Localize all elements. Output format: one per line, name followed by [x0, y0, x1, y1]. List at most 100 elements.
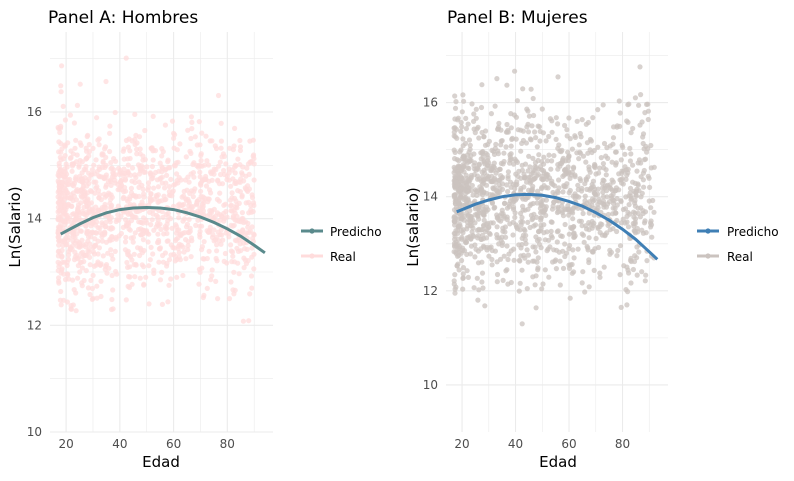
real-point: [618, 220, 624, 226]
real-point: [603, 172, 609, 178]
real-point: [77, 269, 83, 275]
real-point: [71, 120, 77, 126]
real-point: [68, 148, 74, 154]
real-point: [511, 257, 517, 263]
real-point: [137, 275, 143, 281]
real-point: [531, 176, 537, 182]
real-point: [118, 182, 125, 188]
real-point: [121, 156, 127, 162]
real-point: [631, 214, 637, 220]
real-point: [557, 258, 563, 264]
real-point: [75, 263, 81, 269]
real-point: [61, 218, 67, 224]
real-point: [247, 291, 253, 297]
real-point: [209, 273, 215, 279]
real-point: [93, 157, 99, 163]
real-point: [154, 239, 161, 246]
real-point: [536, 152, 542, 158]
real-point: [495, 148, 501, 154]
real-point: [182, 230, 188, 236]
real-point: [632, 95, 639, 101]
real-point: [519, 140, 525, 146]
x-tick-label: 40: [508, 437, 523, 451]
real-point: [461, 214, 467, 220]
real-point: [492, 177, 498, 183]
real-point: [518, 253, 524, 259]
real-point: [232, 164, 238, 170]
panel-b: Panel B: Mujeres 20 40 60 80 10 12 14 16 Edad L…: [404, 8, 779, 471]
real-point: [558, 233, 564, 239]
real-point: [631, 209, 637, 215]
real-point: [557, 160, 564, 166]
real-point: [519, 321, 525, 327]
real-point: [163, 196, 169, 202]
real-point: [116, 165, 122, 171]
real-point: [478, 246, 484, 252]
real-point: [58, 189, 64, 195]
real-point: [80, 179, 86, 185]
real-point: [100, 253, 106, 259]
real-point: [113, 158, 119, 164]
real-point: [463, 239, 469, 245]
real-point: [196, 119, 202, 125]
real-point: [490, 185, 496, 191]
real-point: [240, 227, 246, 233]
real-point: [220, 151, 226, 157]
real-point: [91, 179, 97, 185]
real-point: [108, 205, 114, 212]
real-point: [583, 177, 590, 183]
real-point: [611, 124, 617, 130]
real-point: [500, 277, 506, 283]
real-point: [124, 259, 130, 266]
real-point: [62, 196, 68, 202]
real-point: [108, 182, 114, 188]
real-point: [609, 159, 615, 165]
real-point: [539, 106, 545, 112]
real-point: [77, 173, 83, 179]
real-point: [110, 256, 116, 262]
real-point: [198, 208, 204, 214]
real-point: [248, 273, 255, 279]
real-point: [463, 115, 469, 121]
real-point: [461, 98, 467, 104]
real-point: [140, 186, 146, 192]
real-point: [494, 235, 500, 241]
real-point: [624, 264, 630, 270]
panel-b-legend: Predicho Real: [697, 225, 779, 264]
real-point: [78, 228, 84, 234]
real-point: [57, 168, 63, 174]
real-point: [194, 142, 200, 148]
real-point: [199, 223, 205, 229]
real-point: [508, 151, 514, 157]
real-point: [627, 158, 634, 164]
real-point: [481, 217, 487, 223]
real-point: [88, 188, 94, 194]
real-point: [586, 164, 592, 170]
real-point: [550, 181, 556, 188]
real-point: [244, 187, 250, 193]
real-point: [589, 218, 595, 225]
real-point: [520, 203, 526, 209]
real-point: [544, 248, 550, 254]
real-point: [69, 180, 75, 186]
real-point: [508, 248, 514, 254]
real-point: [192, 134, 198, 140]
real-point: [156, 168, 162, 174]
real-point: [74, 102, 80, 108]
real-point: [206, 178, 212, 184]
real-point: [626, 270, 632, 276]
real-point: [479, 259, 485, 265]
real-point: [497, 166, 503, 172]
real-point: [491, 205, 497, 211]
real-point: [505, 188, 511, 195]
real-point: [94, 184, 100, 190]
real-point: [103, 184, 109, 190]
real-point: [496, 217, 502, 223]
real-point: [239, 194, 245, 200]
real-point: [465, 196, 471, 202]
real-point: [211, 238, 217, 244]
real-point: [91, 263, 97, 269]
real-point: [454, 135, 460, 141]
real-point: [520, 128, 527, 134]
